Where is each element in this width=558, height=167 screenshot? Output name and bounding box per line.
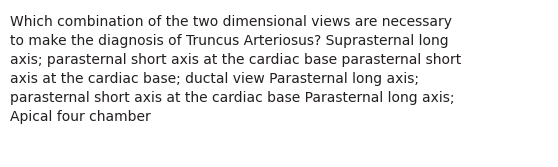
Text: Which combination of the two dimensional views are necessary
to make the diagnos: Which combination of the two dimensional… (10, 15, 461, 124)
